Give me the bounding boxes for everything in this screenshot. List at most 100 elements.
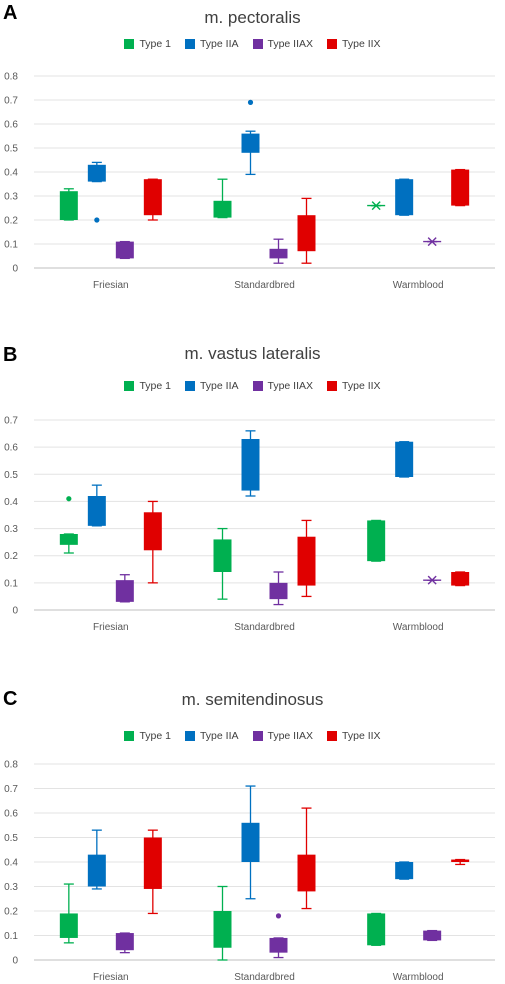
box	[143, 512, 162, 551]
panel-b: B m. vastus lateralis Type 1 Type IIA Ty…	[0, 330, 505, 650]
legend-item-type1: Type 1	[124, 730, 171, 742]
y-tick-label: 0.5	[4, 833, 18, 844]
legend-swatch	[184, 381, 195, 391]
legend-item-type1: Type 1	[124, 380, 171, 392]
legend-swatch	[327, 381, 338, 391]
x-tick-label: Friesian	[93, 280, 129, 291]
legend-label: Type 1	[139, 380, 171, 392]
x-tick-label: Warmblood	[393, 972, 444, 983]
box	[87, 854, 106, 887]
box	[269, 937, 288, 953]
legend-label: Type IIAX	[267, 730, 314, 742]
mean-marker	[371, 201, 381, 211]
legend-swatch	[252, 731, 263, 741]
y-tick-label: 0.2	[4, 551, 18, 562]
outlier-point	[275, 913, 282, 919]
legend-label: Type IIAX	[267, 380, 314, 392]
legend-item-type2a: Type IIA	[184, 38, 239, 50]
legend: Type 1 Type IIA Type IIAX Type IIX	[0, 730, 505, 742]
outlier-point	[94, 217, 100, 223]
box-plot-semitendinosus: 0 0.1 0.2 0.3 0.4 0.5 0.6 0.7 0.8 Friesian Standar…	[4, 760, 495, 983]
y-tick-label: 0	[12, 264, 18, 275]
panel-a: A m. pectoralis Type 1 Type IIA Type IIA…	[0, 0, 505, 320]
legend-swatch	[327, 39, 338, 49]
box	[115, 933, 134, 951]
y-tick-label: 0.7	[4, 96, 18, 107]
box	[213, 539, 232, 572]
box	[423, 930, 442, 941]
y-tick-label: 0.7	[4, 784, 18, 795]
box	[213, 200, 232, 218]
legend-item-type1: Type 1	[124, 38, 171, 50]
legend-item-type2x: Type IIX	[327, 38, 381, 50]
outlier-point	[247, 99, 254, 105]
x-tick-label: Standardbred	[234, 622, 295, 633]
box	[269, 582, 288, 600]
legend-swatch	[252, 39, 263, 49]
y-tick-label: 0.6	[4, 809, 18, 820]
box	[395, 862, 414, 880]
legend: Type 1 Type IIA Type IIAX Type IIX	[0, 380, 505, 392]
legend-label: Type IIA	[199, 38, 239, 50]
box	[143, 179, 162, 216]
y-tick-label: 0.5	[4, 144, 18, 155]
legend-item-type2ax: Type IIAX	[252, 38, 314, 50]
box	[241, 822, 260, 862]
outlier-point	[66, 496, 72, 502]
legend-item-type2x: Type IIX	[327, 380, 381, 392]
legend-item-type2x: Type IIX	[327, 730, 381, 742]
panel-label: C	[3, 688, 18, 710]
legend-label: Type IIX	[342, 380, 381, 392]
box	[297, 215, 316, 252]
legend-swatch	[184, 39, 195, 49]
panel-label: A	[3, 2, 18, 24]
x-tick-label: Friesian	[93, 622, 129, 633]
legend: Type 1 Type IIA Type IIAX Type IIX	[0, 38, 505, 50]
y-tick-label: 0	[12, 956, 18, 967]
x-tick-label: Standardbred	[234, 972, 295, 983]
box	[59, 913, 78, 938]
y-tick-label: 0.3	[4, 524, 18, 535]
y-tick-label: 0.3	[4, 882, 18, 893]
x-tick-label: Friesian	[93, 972, 129, 983]
legend-label: Type IIA	[199, 730, 239, 742]
y-tick-label: 0.1	[4, 240, 18, 251]
box	[115, 241, 134, 259]
y-tick-label: 0.6	[4, 120, 18, 131]
legend-label: Type IIX	[342, 730, 381, 742]
x-tick-label: Standardbred	[234, 280, 295, 291]
box	[59, 534, 78, 545]
legend-item-type2ax: Type IIAX	[252, 380, 314, 392]
legend-label: Type IIAX	[267, 38, 314, 50]
mean-marker	[427, 237, 437, 247]
chart-title: m. semitendinosus	[181, 690, 324, 709]
box	[297, 854, 316, 892]
y-tick-label: 0.4	[4, 497, 18, 508]
box	[241, 439, 260, 491]
y-tick-label: 0.8	[4, 760, 18, 771]
box	[59, 191, 78, 220]
legend-item-type2ax: Type IIAX	[252, 730, 314, 742]
y-tick-label: 0.2	[4, 907, 18, 918]
box	[213, 911, 232, 948]
box	[367, 520, 386, 562]
box	[451, 169, 470, 206]
box	[115, 580, 134, 602]
y-tick-label: 0.3	[4, 192, 18, 203]
legend-swatch	[124, 731, 135, 741]
legend-label: Type IIX	[342, 38, 381, 50]
legend-swatch	[124, 381, 135, 391]
legend-label: Type 1	[139, 38, 171, 50]
x-tick-label: Warmblood	[393, 622, 444, 633]
y-tick-label: 0	[12, 606, 18, 617]
panel-label: B	[3, 344, 18, 366]
mean-marker	[427, 575, 437, 585]
y-tick-label: 0.2	[4, 216, 18, 227]
chart-title: m. vastus lateralis	[184, 344, 321, 363]
box	[269, 248, 288, 259]
legend-label: Type 1	[139, 730, 171, 742]
chart-title: m. pectoralis	[204, 8, 301, 27]
y-tick-label: 0.7	[4, 416, 18, 427]
legend-swatch	[124, 39, 135, 49]
box	[143, 837, 162, 889]
